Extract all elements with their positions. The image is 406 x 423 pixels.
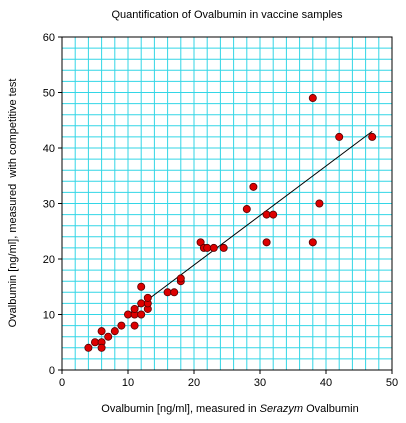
data-point (130, 321, 139, 330)
y-tick-label: 40 (43, 143, 55, 155)
x-tick-label: 0 (59, 377, 65, 389)
data-point (91, 338, 100, 347)
data-point (262, 210, 271, 219)
data-point (262, 238, 271, 247)
data-point (249, 182, 258, 191)
data-point (163, 288, 172, 297)
x-tick-label: 30 (254, 377, 266, 389)
data-point (137, 310, 146, 319)
trend-line (127, 130, 373, 315)
x-axis-label: Ovalbumin [ng/ml], measured in Serazym O… (101, 403, 358, 415)
plot-frame (61, 36, 393, 371)
x-tick-label: 50 (386, 377, 398, 389)
y-tick-label: 10 (43, 310, 55, 322)
data-point (269, 210, 278, 219)
data-point (104, 332, 113, 341)
x-axis-label-part: Ovalbumin [ng/ml], measured in (101, 403, 259, 415)
data-point (124, 310, 133, 319)
data-point (315, 199, 324, 208)
x-axis-label-part: Serazym (260, 403, 303, 415)
y-tick-label: 20 (43, 254, 55, 266)
data-point (308, 94, 317, 103)
data-point (110, 327, 119, 336)
x-axis-label-part: Ovalbumin (303, 403, 359, 415)
data-point (130, 304, 139, 313)
data-point (97, 327, 106, 336)
y-axis-label: Ovalbumin [ng/ml], measured with competi… (7, 79, 19, 328)
data-point (335, 132, 344, 141)
chart-title: Quantification of Ovalbumin in vaccine s… (111, 9, 343, 21)
data-point (137, 299, 146, 308)
data-point (209, 243, 218, 252)
data-point (84, 343, 93, 352)
x-tick-label: 40 (320, 377, 332, 389)
data-point (203, 243, 212, 252)
x-tick-label: 10 (122, 377, 134, 389)
data-point (143, 293, 152, 302)
data-point (176, 274, 185, 283)
data-point (368, 132, 377, 141)
x-tick-label: 20 (188, 377, 200, 389)
data-point (170, 288, 179, 297)
data-point (219, 243, 228, 252)
y-tick-label: 30 (43, 199, 55, 211)
y-tick-label: 0 (49, 365, 55, 377)
data-point (308, 238, 317, 247)
y-tick-label: 60 (43, 32, 55, 44)
data-point (97, 343, 106, 352)
data-point (117, 321, 126, 330)
data-point (242, 205, 251, 214)
y-tick-label: 50 (43, 88, 55, 100)
data-point (137, 282, 146, 291)
